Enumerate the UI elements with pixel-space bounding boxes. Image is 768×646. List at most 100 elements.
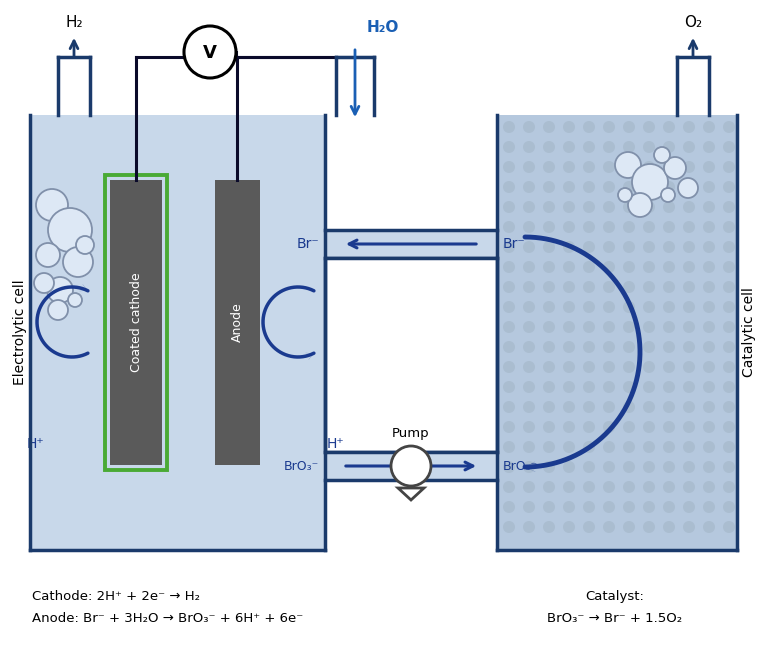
Circle shape xyxy=(643,441,655,453)
Circle shape xyxy=(603,501,615,513)
Circle shape xyxy=(543,241,555,253)
Circle shape xyxy=(703,401,715,413)
Circle shape xyxy=(623,281,635,293)
Circle shape xyxy=(663,321,675,333)
Circle shape xyxy=(643,121,655,133)
Circle shape xyxy=(603,401,615,413)
Circle shape xyxy=(583,461,595,473)
Circle shape xyxy=(563,361,575,373)
Circle shape xyxy=(623,521,635,533)
Bar xyxy=(325,258,497,452)
Circle shape xyxy=(543,141,555,153)
Circle shape xyxy=(543,261,555,273)
Text: Br⁻: Br⁻ xyxy=(503,237,526,251)
Circle shape xyxy=(683,121,695,133)
Circle shape xyxy=(503,301,515,313)
Circle shape xyxy=(523,241,535,253)
Circle shape xyxy=(543,421,555,433)
Circle shape xyxy=(603,221,615,233)
Circle shape xyxy=(643,141,655,153)
Circle shape xyxy=(583,501,595,513)
Text: Br⁻: Br⁻ xyxy=(296,237,319,251)
Circle shape xyxy=(503,461,515,473)
Circle shape xyxy=(563,181,575,193)
Circle shape xyxy=(623,241,635,253)
Circle shape xyxy=(583,161,595,173)
Circle shape xyxy=(723,461,735,473)
Circle shape xyxy=(603,521,615,533)
Circle shape xyxy=(643,321,655,333)
Circle shape xyxy=(618,188,632,202)
Circle shape xyxy=(563,441,575,453)
Circle shape xyxy=(563,461,575,473)
Circle shape xyxy=(723,181,735,193)
Circle shape xyxy=(523,381,535,393)
Circle shape xyxy=(603,261,615,273)
Circle shape xyxy=(623,301,635,313)
Circle shape xyxy=(563,201,575,213)
Circle shape xyxy=(583,121,595,133)
Text: Pump: Pump xyxy=(392,427,430,440)
Circle shape xyxy=(703,501,715,513)
Circle shape xyxy=(603,301,615,313)
Circle shape xyxy=(603,441,615,453)
Circle shape xyxy=(503,181,515,193)
Circle shape xyxy=(723,221,735,233)
Circle shape xyxy=(723,501,735,513)
Circle shape xyxy=(678,178,698,198)
Circle shape xyxy=(663,281,675,293)
Circle shape xyxy=(583,421,595,433)
Circle shape xyxy=(623,361,635,373)
Circle shape xyxy=(583,181,595,193)
Circle shape xyxy=(76,236,94,254)
Circle shape xyxy=(623,461,635,473)
Circle shape xyxy=(523,301,535,313)
Circle shape xyxy=(36,243,60,267)
Circle shape xyxy=(623,221,635,233)
Circle shape xyxy=(663,141,675,153)
Text: Anode: Br⁻ + 3H₂O → BrO₃⁻ + 6H⁺ + 6e⁻: Anode: Br⁻ + 3H₂O → BrO₃⁻ + 6H⁺ + 6e⁻ xyxy=(32,612,303,625)
Circle shape xyxy=(723,421,735,433)
Circle shape xyxy=(623,201,635,213)
Circle shape xyxy=(563,161,575,173)
Circle shape xyxy=(523,461,535,473)
Circle shape xyxy=(663,201,675,213)
Circle shape xyxy=(503,481,515,493)
Circle shape xyxy=(563,261,575,273)
Text: BrO₃⁻: BrO₃⁻ xyxy=(283,459,319,472)
Circle shape xyxy=(603,381,615,393)
Circle shape xyxy=(583,301,595,313)
Circle shape xyxy=(563,241,575,253)
Circle shape xyxy=(623,181,635,193)
Circle shape xyxy=(643,481,655,493)
Circle shape xyxy=(683,481,695,493)
Circle shape xyxy=(503,261,515,273)
Circle shape xyxy=(543,361,555,373)
Circle shape xyxy=(563,401,575,413)
Circle shape xyxy=(643,201,655,213)
Bar xyxy=(325,452,497,480)
Circle shape xyxy=(623,421,635,433)
Circle shape xyxy=(503,381,515,393)
Circle shape xyxy=(663,241,675,253)
Circle shape xyxy=(661,188,675,202)
Circle shape xyxy=(523,201,535,213)
Circle shape xyxy=(723,241,735,253)
Circle shape xyxy=(703,461,715,473)
Text: BrO₃⁻ → Br⁻ + 1.5O₂: BrO₃⁻ → Br⁻ + 1.5O₂ xyxy=(548,612,683,625)
Circle shape xyxy=(664,157,686,179)
Circle shape xyxy=(503,401,515,413)
Circle shape xyxy=(683,241,695,253)
Circle shape xyxy=(34,273,54,293)
Circle shape xyxy=(703,441,715,453)
Text: Coated cathode: Coated cathode xyxy=(130,272,143,372)
Circle shape xyxy=(503,121,515,133)
Circle shape xyxy=(603,321,615,333)
Circle shape xyxy=(583,521,595,533)
Circle shape xyxy=(683,521,695,533)
Bar xyxy=(30,115,325,550)
Circle shape xyxy=(663,341,675,353)
Circle shape xyxy=(683,201,695,213)
Circle shape xyxy=(683,221,695,233)
Circle shape xyxy=(663,421,675,433)
